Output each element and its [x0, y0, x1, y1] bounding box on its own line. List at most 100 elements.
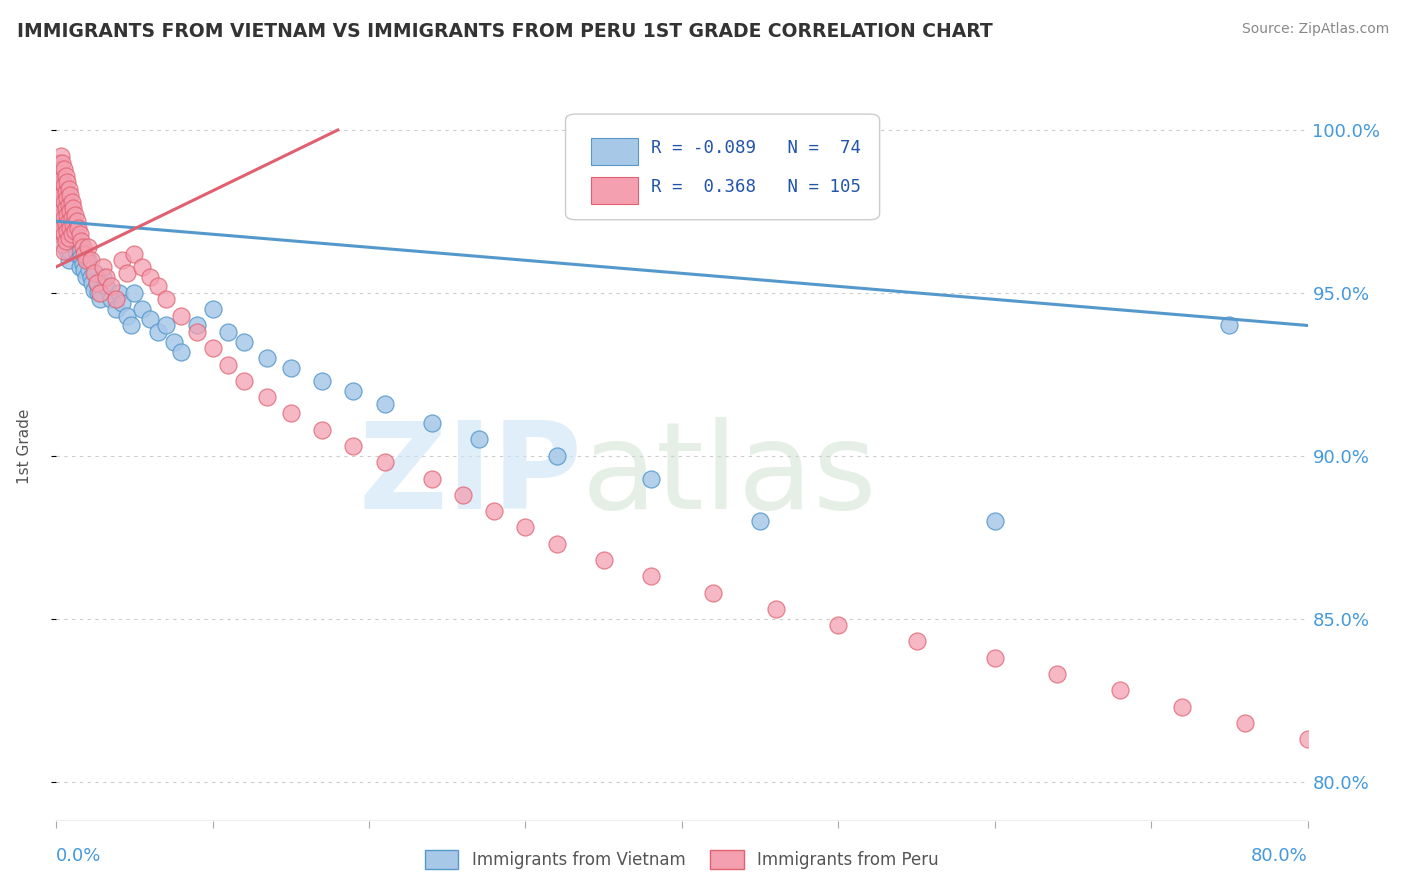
Point	[58, 230, 80, 244]
Point	[63, 208, 86, 222]
Point	[201, 341, 224, 355]
Point	[91, 260, 114, 274]
Point	[59, 244, 82, 258]
Text: IMMIGRANTS FROM VIETNAM VS IMMIGRANTS FROM PERU 1ST GRADE CORRELATION CHART: IMMIGRANTS FROM VIETNAM VS IMMIGRANTS FR…	[17, 22, 993, 41]
Point	[53, 194, 76, 209]
Point	[69, 260, 91, 274]
Point	[1046, 667, 1069, 681]
Point	[46, 220, 69, 235]
Point	[60, 220, 83, 235]
Point	[62, 218, 84, 232]
Point	[70, 250, 93, 264]
Point	[53, 211, 76, 225]
Point	[84, 266, 107, 280]
Point	[592, 553, 614, 567]
Point	[53, 227, 76, 242]
Point	[104, 293, 127, 307]
Point	[1218, 318, 1240, 333]
Point	[124, 285, 146, 300]
Point	[48, 204, 70, 219]
Point	[702, 585, 724, 599]
Point	[451, 488, 474, 502]
Text: 80.0%: 80.0%	[1251, 847, 1308, 864]
Point	[984, 650, 1007, 665]
Point	[51, 237, 73, 252]
Point	[1109, 683, 1132, 698]
Point	[55, 185, 77, 199]
Point	[765, 602, 787, 616]
Point	[55, 201, 77, 215]
Point	[120, 318, 142, 333]
Point	[75, 253, 97, 268]
Point	[69, 244, 91, 258]
Point	[91, 269, 114, 284]
Point	[484, 504, 506, 518]
Point	[51, 188, 73, 202]
Point	[96, 269, 118, 284]
Point	[1360, 764, 1382, 779]
Point	[53, 227, 76, 242]
Point	[131, 302, 153, 317]
Text: Source: ZipAtlas.com: Source: ZipAtlas.com	[1241, 22, 1389, 37]
Text: 1st Grade: 1st Grade	[17, 409, 32, 483]
Point	[56, 244, 79, 258]
Point	[49, 227, 72, 242]
Point	[53, 194, 76, 209]
FancyBboxPatch shape	[591, 177, 638, 204]
Point	[162, 334, 184, 349]
Point	[111, 253, 134, 268]
Point	[51, 155, 73, 169]
Point	[233, 374, 256, 388]
Point	[1327, 748, 1350, 763]
Point	[75, 269, 97, 284]
Point	[53, 162, 76, 177]
Point	[67, 220, 90, 235]
FancyBboxPatch shape	[565, 114, 880, 219]
Point	[115, 309, 138, 323]
Point	[58, 198, 80, 212]
Point	[60, 204, 83, 219]
Point	[58, 214, 80, 228]
Point	[100, 279, 122, 293]
Text: 0.0%: 0.0%	[56, 847, 101, 864]
Point	[65, 214, 87, 228]
Point	[82, 276, 104, 290]
Point	[170, 344, 193, 359]
Point	[546, 449, 568, 463]
Point	[73, 247, 96, 261]
Point	[59, 204, 82, 219]
Point	[467, 433, 489, 447]
Text: ZIP: ZIP	[359, 417, 582, 534]
Point	[46, 188, 69, 202]
Point	[60, 227, 83, 242]
Text: R = -0.089   N =  74: R = -0.089 N = 74	[651, 139, 860, 157]
Point	[53, 211, 76, 225]
Point	[48, 172, 70, 186]
Point	[65, 230, 87, 244]
Point	[640, 472, 662, 486]
Point	[60, 237, 83, 252]
Point	[905, 634, 928, 648]
Point	[86, 276, 108, 290]
Point	[55, 218, 77, 232]
Point	[420, 472, 443, 486]
Point	[60, 194, 83, 209]
Point	[256, 351, 278, 365]
Point	[86, 276, 108, 290]
Point	[1391, 780, 1406, 795]
Point	[56, 191, 79, 205]
Point	[59, 188, 82, 202]
Point	[124, 247, 146, 261]
Point	[73, 263, 96, 277]
Point	[342, 384, 364, 398]
Point	[280, 406, 302, 420]
Point	[170, 309, 193, 323]
Point	[53, 244, 76, 258]
Point	[56, 214, 79, 228]
Point	[139, 312, 162, 326]
Point	[83, 266, 105, 280]
Point	[146, 325, 169, 339]
Point	[58, 237, 80, 252]
Legend: Immigrants from Vietnam, Immigrants from Peru: Immigrants from Vietnam, Immigrants from…	[419, 844, 945, 876]
Point	[79, 253, 101, 268]
